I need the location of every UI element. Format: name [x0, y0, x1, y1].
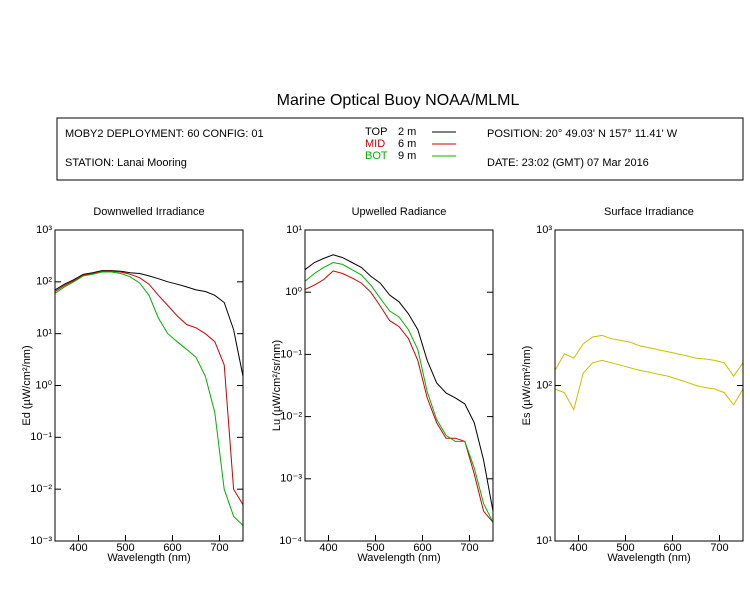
- y-tick-label: 10⁻¹: [280, 348, 302, 360]
- date: DATE: 23:02 (GMT) 07 Mar 2016: [487, 157, 649, 169]
- legend-name: MID: [365, 138, 385, 150]
- x-tick-label: 400: [69, 542, 87, 554]
- y-tick-label: 10²: [536, 379, 552, 391]
- y-tick-label: 10¹: [536, 535, 552, 547]
- spectrum-line: [304, 270, 494, 523]
- legend-depth: 6 m: [398, 138, 416, 150]
- spectrum-line: [304, 254, 494, 512]
- spectrum-line: [304, 261, 494, 523]
- y-tick-label: 10¹: [36, 328, 52, 340]
- legend-depth: 2 m: [398, 126, 416, 138]
- position: POSITION: 20° 49.03' N 157° 11.41' W: [487, 128, 678, 140]
- x-tick-label: 600: [413, 542, 431, 554]
- x-tick-label: 500: [616, 542, 634, 554]
- y-axis-label: Ed (µW/cm²/nm): [21, 345, 33, 425]
- x-tick-label: 700: [460, 542, 478, 554]
- spectrum-line: [54, 270, 244, 377]
- y-tick-label: 10⁻⁴: [279, 535, 302, 547]
- plot-frame: [304, 229, 494, 542]
- y-tick-label: 10⁰: [35, 379, 52, 391]
- legend-depth: 9 m: [398, 150, 416, 162]
- x-axis-label: Wavelength (nm): [107, 552, 190, 564]
- plot-frame: [554, 229, 744, 542]
- y-tick-label: 10⁻²: [280, 411, 302, 423]
- y-tick-label: 10²: [36, 276, 52, 288]
- y-tick-label: 10³: [536, 224, 552, 236]
- y-tick-label: 10¹: [286, 224, 302, 236]
- y-axis-label: Lu (µW/cm²/sr/nm): [271, 340, 283, 431]
- y-tick-label: 10³: [36, 224, 52, 236]
- x-axis-label: Wavelength (nm): [607, 552, 690, 564]
- legend-name: TOP: [365, 126, 387, 138]
- x-tick-label: 500: [366, 542, 384, 554]
- y-tick-label: 10⁻²: [30, 483, 52, 495]
- x-tick-label: 600: [163, 542, 181, 554]
- subplot-title: Upwelled Radiance: [352, 206, 447, 218]
- x-tick-label: 700: [710, 542, 728, 554]
- subplot-title: Downwelled Irradiance: [93, 206, 204, 218]
- info-box: [56, 117, 744, 181]
- x-axis-label: Wavelength (nm): [357, 552, 440, 564]
- y-tick-label: 10⁻¹: [30, 431, 52, 443]
- x-tick-label: 500: [116, 542, 134, 554]
- x-tick-label: 400: [569, 542, 587, 554]
- station: STATION: Lanai Mooring: [65, 157, 187, 169]
- chart-title: Marine Optical Buoy NOAA/MLML: [277, 92, 520, 109]
- plot-frame: [54, 229, 244, 542]
- spectrum-line: [554, 359, 744, 411]
- deployment: MOBY2 DEPLOYMENT: 60 CONFIG: 01: [65, 128, 264, 140]
- x-tick-label: 700: [210, 542, 228, 554]
- y-axis-label: Es (µW/cm²/nm): [521, 346, 533, 426]
- y-tick-label: 10⁻³: [30, 535, 52, 547]
- legend-name: BOT: [365, 150, 388, 162]
- spectrum-line: [554, 334, 744, 377]
- y-tick-label: 10⁻³: [280, 473, 302, 485]
- x-tick-label: 400: [319, 542, 337, 554]
- y-tick-label: 10⁰: [285, 286, 302, 298]
- spectrum-line: [54, 270, 244, 506]
- subplot-title: Surface Irradiance: [604, 206, 694, 218]
- spectrum-line: [54, 271, 244, 526]
- x-tick-label: 600: [663, 542, 681, 554]
